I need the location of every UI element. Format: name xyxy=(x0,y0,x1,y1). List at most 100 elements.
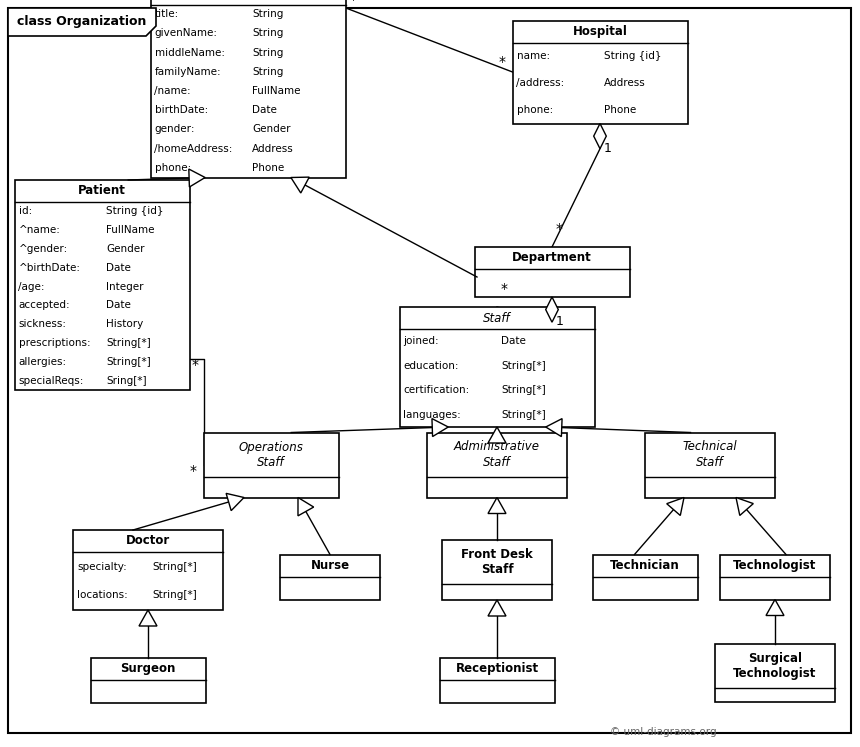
Text: prescriptions:: prescriptions: xyxy=(19,338,90,348)
Text: Nurse: Nurse xyxy=(310,559,349,572)
Text: id:: id: xyxy=(19,206,32,217)
Text: Staff: Staff xyxy=(483,311,511,324)
Text: Receptionist: Receptionist xyxy=(456,662,538,675)
Text: Surgeon: Surgeon xyxy=(120,662,175,675)
Text: phone:: phone: xyxy=(155,163,191,173)
Text: specialty:: specialty: xyxy=(77,562,126,571)
Bar xyxy=(90,657,206,702)
Text: Date: Date xyxy=(501,336,525,347)
Text: *: * xyxy=(349,0,357,7)
Text: education:: education: xyxy=(403,361,459,371)
Polygon shape xyxy=(766,600,784,616)
Text: History: History xyxy=(106,319,144,329)
Text: Gender: Gender xyxy=(252,125,291,134)
Text: /address:: /address: xyxy=(517,78,565,88)
Text: Technician: Technician xyxy=(610,559,680,572)
Text: *: * xyxy=(499,55,506,69)
Text: *: * xyxy=(189,464,196,478)
Text: birthDate:: birthDate: xyxy=(155,105,208,115)
Polygon shape xyxy=(226,493,244,511)
Text: String: String xyxy=(252,48,284,58)
Polygon shape xyxy=(189,169,205,187)
Text: allergies:: allergies: xyxy=(19,357,66,367)
Text: 1: 1 xyxy=(604,141,611,155)
Text: Date: Date xyxy=(252,105,277,115)
Bar xyxy=(427,433,567,498)
Polygon shape xyxy=(488,427,506,443)
Text: gender:: gender: xyxy=(155,125,195,134)
Bar xyxy=(645,433,775,498)
Text: Surgical
Technologist: Surgical Technologist xyxy=(734,652,817,680)
Text: ^gender:: ^gender: xyxy=(19,244,68,254)
Text: certification:: certification: xyxy=(403,385,470,395)
Text: languages:: languages: xyxy=(403,410,461,420)
Text: String: String xyxy=(252,9,284,19)
Text: middleName:: middleName: xyxy=(155,48,224,58)
Polygon shape xyxy=(666,498,684,515)
Bar xyxy=(442,540,552,600)
Text: /name:: /name: xyxy=(155,86,191,96)
Text: Department: Department xyxy=(512,252,592,264)
Bar xyxy=(593,554,697,600)
Text: title:: title: xyxy=(155,9,179,19)
Text: Sring[*]: Sring[*] xyxy=(106,376,146,385)
Text: Technical
Staff: Technical Staff xyxy=(683,441,737,468)
Text: /homeAddress:: /homeAddress: xyxy=(155,143,233,154)
Polygon shape xyxy=(546,297,558,322)
Text: String {id}: String {id} xyxy=(106,206,163,217)
Text: String: String xyxy=(252,28,284,38)
Text: String[*]: String[*] xyxy=(106,357,150,367)
Text: String[*]: String[*] xyxy=(501,410,546,420)
Text: name:: name: xyxy=(517,51,550,61)
Bar xyxy=(475,247,630,297)
Text: String[*]: String[*] xyxy=(152,590,197,601)
Bar xyxy=(513,20,687,123)
Text: Hospital: Hospital xyxy=(573,25,628,38)
Text: 1: 1 xyxy=(556,315,564,328)
Text: FullName: FullName xyxy=(106,225,155,235)
Polygon shape xyxy=(593,123,606,149)
Text: Integer: Integer xyxy=(106,282,144,291)
Text: Phone: Phone xyxy=(604,105,636,115)
Text: FullName: FullName xyxy=(252,86,300,96)
Polygon shape xyxy=(488,498,506,513)
Polygon shape xyxy=(736,498,753,515)
Text: Gender: Gender xyxy=(106,244,144,254)
Text: © uml-diagrams.org: © uml-diagrams.org xyxy=(610,727,716,737)
Bar xyxy=(15,180,189,390)
Text: Administrative
Staff: Administrative Staff xyxy=(454,441,540,468)
Text: joined:: joined: xyxy=(403,336,439,347)
Bar xyxy=(150,0,346,178)
Bar xyxy=(204,433,339,498)
Text: /age:: /age: xyxy=(19,282,45,291)
Text: String[*]: String[*] xyxy=(106,338,150,348)
Text: Address: Address xyxy=(252,143,294,154)
Bar xyxy=(439,657,555,702)
Polygon shape xyxy=(488,600,506,616)
Text: givenName:: givenName: xyxy=(155,28,218,38)
Text: specialReqs:: specialReqs: xyxy=(19,376,84,385)
Text: accepted:: accepted: xyxy=(19,300,71,311)
Text: Technologist: Technologist xyxy=(734,559,817,572)
Text: String[*]: String[*] xyxy=(501,361,546,371)
Polygon shape xyxy=(432,418,448,436)
Text: String {id}: String {id} xyxy=(604,51,661,61)
Text: Date: Date xyxy=(106,263,131,273)
Polygon shape xyxy=(546,418,562,436)
Text: String: String xyxy=(252,66,284,77)
Text: *: * xyxy=(501,282,508,296)
Text: Phone: Phone xyxy=(252,163,285,173)
Text: Front Desk
Staff: Front Desk Staff xyxy=(461,548,533,576)
Text: Patient: Patient xyxy=(78,185,126,197)
Bar xyxy=(280,554,380,600)
Polygon shape xyxy=(291,177,310,193)
Text: String[*]: String[*] xyxy=(501,385,546,395)
Text: familyName:: familyName: xyxy=(155,66,221,77)
Text: *: * xyxy=(192,358,199,371)
Text: Operations
Staff: Operations Staff xyxy=(238,441,304,468)
Polygon shape xyxy=(8,8,156,36)
Text: String[*]: String[*] xyxy=(152,562,197,571)
Bar xyxy=(715,644,835,702)
Text: Date: Date xyxy=(106,300,131,311)
Polygon shape xyxy=(298,498,314,516)
